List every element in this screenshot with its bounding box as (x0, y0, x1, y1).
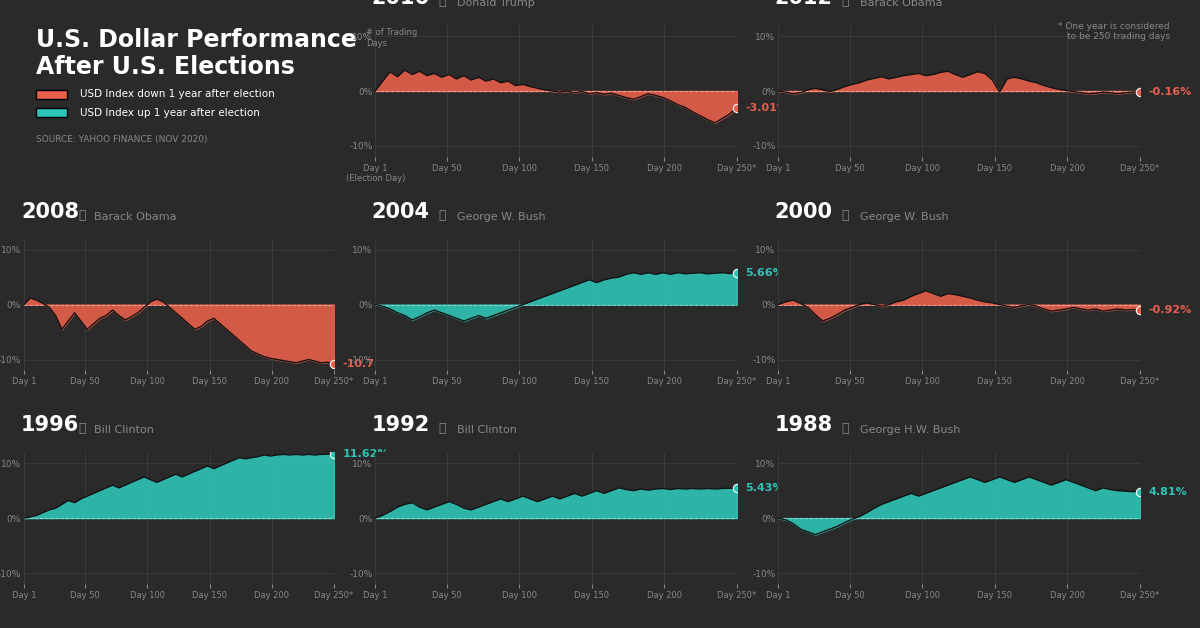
Text: # of Trading
Days: # of Trading Days (366, 28, 418, 48)
Text: Donald Trump: Donald Trump (457, 0, 534, 8)
Text: * One year is considered
to be 250 trading days: * One year is considered to be 250 tradi… (1058, 22, 1170, 41)
Text: 1988: 1988 (775, 415, 833, 435)
FancyBboxPatch shape (36, 108, 67, 117)
Text: ⦾: ⦾ (841, 422, 850, 435)
Text: USD Index up 1 year after election: USD Index up 1 year after election (79, 108, 259, 118)
Text: 2004: 2004 (372, 202, 430, 222)
Text: 5.66%: 5.66% (745, 269, 784, 278)
Text: George H.W. Bush: George H.W. Bush (859, 425, 960, 435)
Text: ⦾: ⦾ (841, 0, 850, 8)
Text: Barack Obama: Barack Obama (94, 212, 176, 222)
Text: -10.78%: -10.78% (342, 359, 394, 369)
Text: 5.43%: 5.43% (745, 484, 784, 494)
Text: -0.16%: -0.16% (1148, 87, 1192, 97)
Text: Bill Clinton: Bill Clinton (94, 425, 154, 435)
Text: ⦾: ⦾ (439, 422, 446, 435)
FancyBboxPatch shape (36, 90, 67, 99)
Text: George W. Bush: George W. Bush (859, 212, 948, 222)
Text: ⦾: ⦾ (841, 208, 850, 222)
Text: ⦾: ⦾ (439, 0, 446, 8)
Text: USD Index down 1 year after election: USD Index down 1 year after election (79, 89, 275, 99)
Text: SOURCE: YAHOO FINANCE (NOV 2020): SOURCE: YAHOO FINANCE (NOV 2020) (36, 134, 208, 144)
Text: 2016: 2016 (372, 0, 430, 8)
Text: 11.62%: 11.62% (342, 449, 389, 459)
Text: 4.81%: 4.81% (1148, 487, 1187, 497)
Text: Bill Clinton: Bill Clinton (457, 425, 516, 435)
Text: 2012: 2012 (775, 0, 833, 8)
Text: George W. Bush: George W. Bush (457, 212, 545, 222)
Text: 1996: 1996 (20, 415, 79, 435)
Text: 2008: 2008 (20, 202, 79, 222)
Text: 1992: 1992 (372, 415, 430, 435)
Text: ⦾: ⦾ (78, 208, 85, 222)
Text: ⦾: ⦾ (439, 208, 446, 222)
Text: -3.01%: -3.01% (745, 102, 788, 112)
Text: U.S. Dollar Performance
After U.S. Elections: U.S. Dollar Performance After U.S. Elect… (36, 28, 358, 78)
Text: Barack Obama: Barack Obama (859, 0, 942, 8)
Text: -0.92%: -0.92% (1148, 305, 1192, 315)
Text: 2000: 2000 (775, 202, 833, 222)
Text: ⦾: ⦾ (78, 422, 85, 435)
